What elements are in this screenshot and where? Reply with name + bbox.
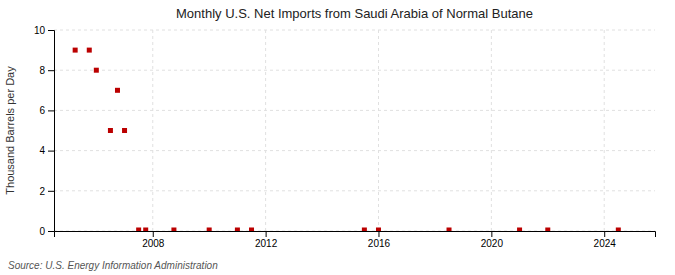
x-tick: 2012 — [255, 231, 278, 249]
y-tick-mark — [48, 151, 54, 152]
point — [94, 68, 99, 73]
x-grid-line — [491, 30, 492, 231]
y-tick-mark — [48, 70, 54, 71]
x-tick-mark — [153, 231, 154, 237]
point — [115, 88, 120, 93]
x-tick-label: 2020 — [481, 238, 504, 249]
y-tick-label: 0 — [39, 226, 45, 237]
y-tick-mark — [48, 110, 54, 111]
source-note: Source: U.S. Energy Information Administ… — [8, 260, 218, 271]
x-tick-mark — [378, 231, 379, 237]
point — [616, 227, 621, 231]
y-axis-line — [48, 31, 55, 232]
x-tick-mark — [604, 231, 605, 237]
point — [87, 48, 92, 53]
point — [376, 227, 381, 231]
y-tick: 2 — [39, 186, 54, 197]
point — [171, 227, 176, 231]
x-tick: 2016 — [368, 231, 391, 249]
y-tick: 0 — [39, 226, 54, 237]
grid — [54, 30, 655, 231]
point — [73, 48, 78, 53]
y-axis: 0 2 4 6 8 10 — [34, 25, 55, 237]
x-grid-line — [265, 30, 266, 231]
x-tick: 2020 — [481, 231, 504, 249]
chart-svg: 2008 2012 2016 2020 2024 0 2 4 6 8 10 Monthly U.S. … — [0, 0, 675, 275]
point — [108, 128, 113, 133]
x-tick-label: 2008 — [142, 238, 165, 249]
point — [136, 227, 141, 231]
x-axis: 2008 2012 2016 2020 2024 — [55, 231, 656, 249]
y-tick-mark — [48, 231, 54, 232]
point — [447, 227, 452, 231]
y-tick-label: 2 — [39, 186, 45, 197]
y-tick-label: 8 — [39, 65, 45, 76]
y-grid-line — [54, 70, 655, 71]
y-grid-line — [54, 110, 655, 111]
point — [517, 227, 522, 231]
point — [143, 227, 148, 231]
x-grid-line — [152, 30, 153, 231]
chart-container: 2008 2012 2016 2020 2024 0 2 4 6 8 10 Monthly U.S. … — [0, 0, 675, 275]
y-axis-title: Thousand Barrels per Day — [4, 66, 16, 195]
y-tick-label: 4 — [39, 145, 45, 156]
y-grid-line — [54, 30, 655, 31]
x-grid-line — [378, 30, 379, 231]
y-tick-mark — [48, 30, 54, 31]
x-tick-mark — [491, 231, 492, 237]
point — [207, 227, 212, 231]
x-axis-line — [55, 232, 656, 238]
y-grid-line — [54, 150, 655, 151]
x-tick: 2008 — [142, 231, 165, 249]
y-grid-line — [54, 190, 655, 191]
point — [545, 227, 550, 231]
x-tick-label: 2016 — [368, 238, 391, 249]
x-tick-mark — [266, 231, 267, 237]
title: Monthly U.S. Net Imports from Saudi Arab… — [176, 6, 533, 21]
x-tick-label: 2012 — [255, 238, 278, 249]
x-tick-label: 2024 — [594, 238, 617, 249]
y-tick-mark — [48, 191, 54, 192]
y-tick: 6 — [39, 105, 54, 116]
y-tick: 8 — [39, 65, 54, 76]
y-tick: 4 — [39, 145, 54, 156]
y-tick: 10 — [34, 25, 54, 36]
y-tick-label: 10 — [34, 25, 46, 36]
point — [122, 128, 127, 133]
point — [235, 227, 240, 231]
y-tick-label: 6 — [39, 105, 45, 116]
point — [362, 227, 367, 231]
plot-area — [73, 48, 621, 231]
x-tick: 2024 — [594, 231, 617, 249]
point — [249, 227, 254, 231]
x-grid-line — [604, 30, 605, 231]
